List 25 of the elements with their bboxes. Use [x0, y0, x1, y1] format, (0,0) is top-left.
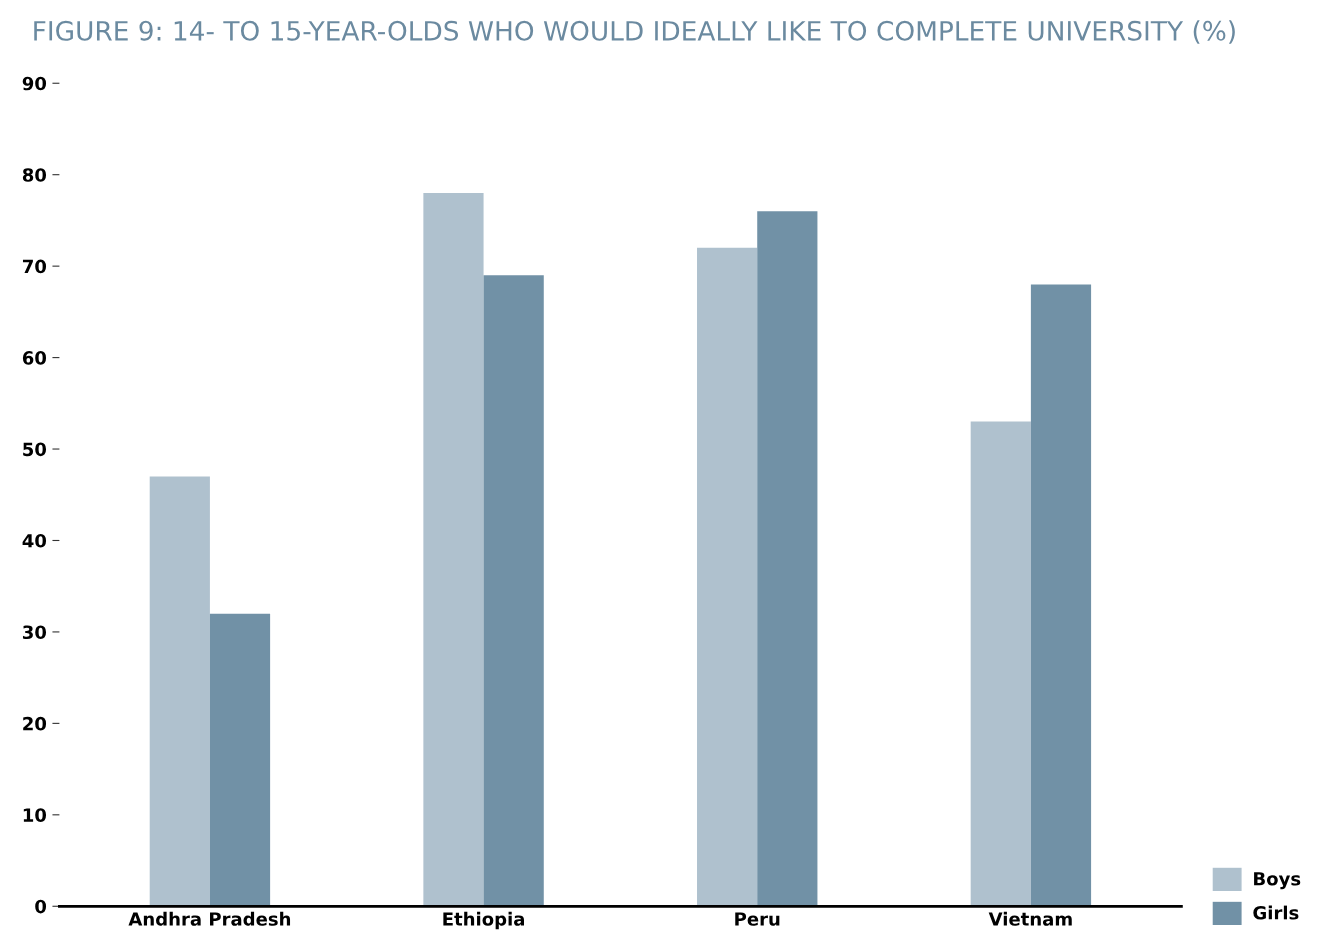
y-tick-label: 50 [23, 442, 47, 457]
y-tick-label: 80 [22, 168, 47, 182]
bar [149, 476, 210, 907]
y-tick-label: 70 [22, 259, 47, 274]
x-tick-label: Peru [735, 912, 780, 926]
bar [697, 247, 758, 907]
y-tick-label: 10 [23, 808, 47, 822]
y-tick-label: 30 [22, 625, 47, 640]
chart-title: FIGURE 9: 14- TO 15-YEAR-OLDS WHO WOULD IDEALLY LIKE TO COMPLETE UNIVERSITY (%) [34, 20, 1235, 44]
x-tick-label: Andhra Pradesh [128, 911, 291, 926]
y-tick-label: 0 [35, 899, 47, 914]
x-tick-label: Ethiopia [443, 911, 525, 930]
bar [483, 275, 544, 907]
legend-label: Boys [1254, 872, 1301, 890]
y-tick-label: 90 [22, 76, 47, 91]
bar [970, 421, 1031, 907]
bar [423, 192, 484, 907]
y-tick-label: 20 [23, 716, 47, 731]
y-tick-label: 40 [22, 533, 47, 548]
y-tick-label: 60 [22, 351, 47, 365]
bar [757, 211, 818, 907]
x-tick-label: Vietnam [988, 911, 1072, 926]
legend-label: Girls [1253, 905, 1299, 920]
bar [1030, 284, 1092, 907]
bar [209, 613, 271, 907]
